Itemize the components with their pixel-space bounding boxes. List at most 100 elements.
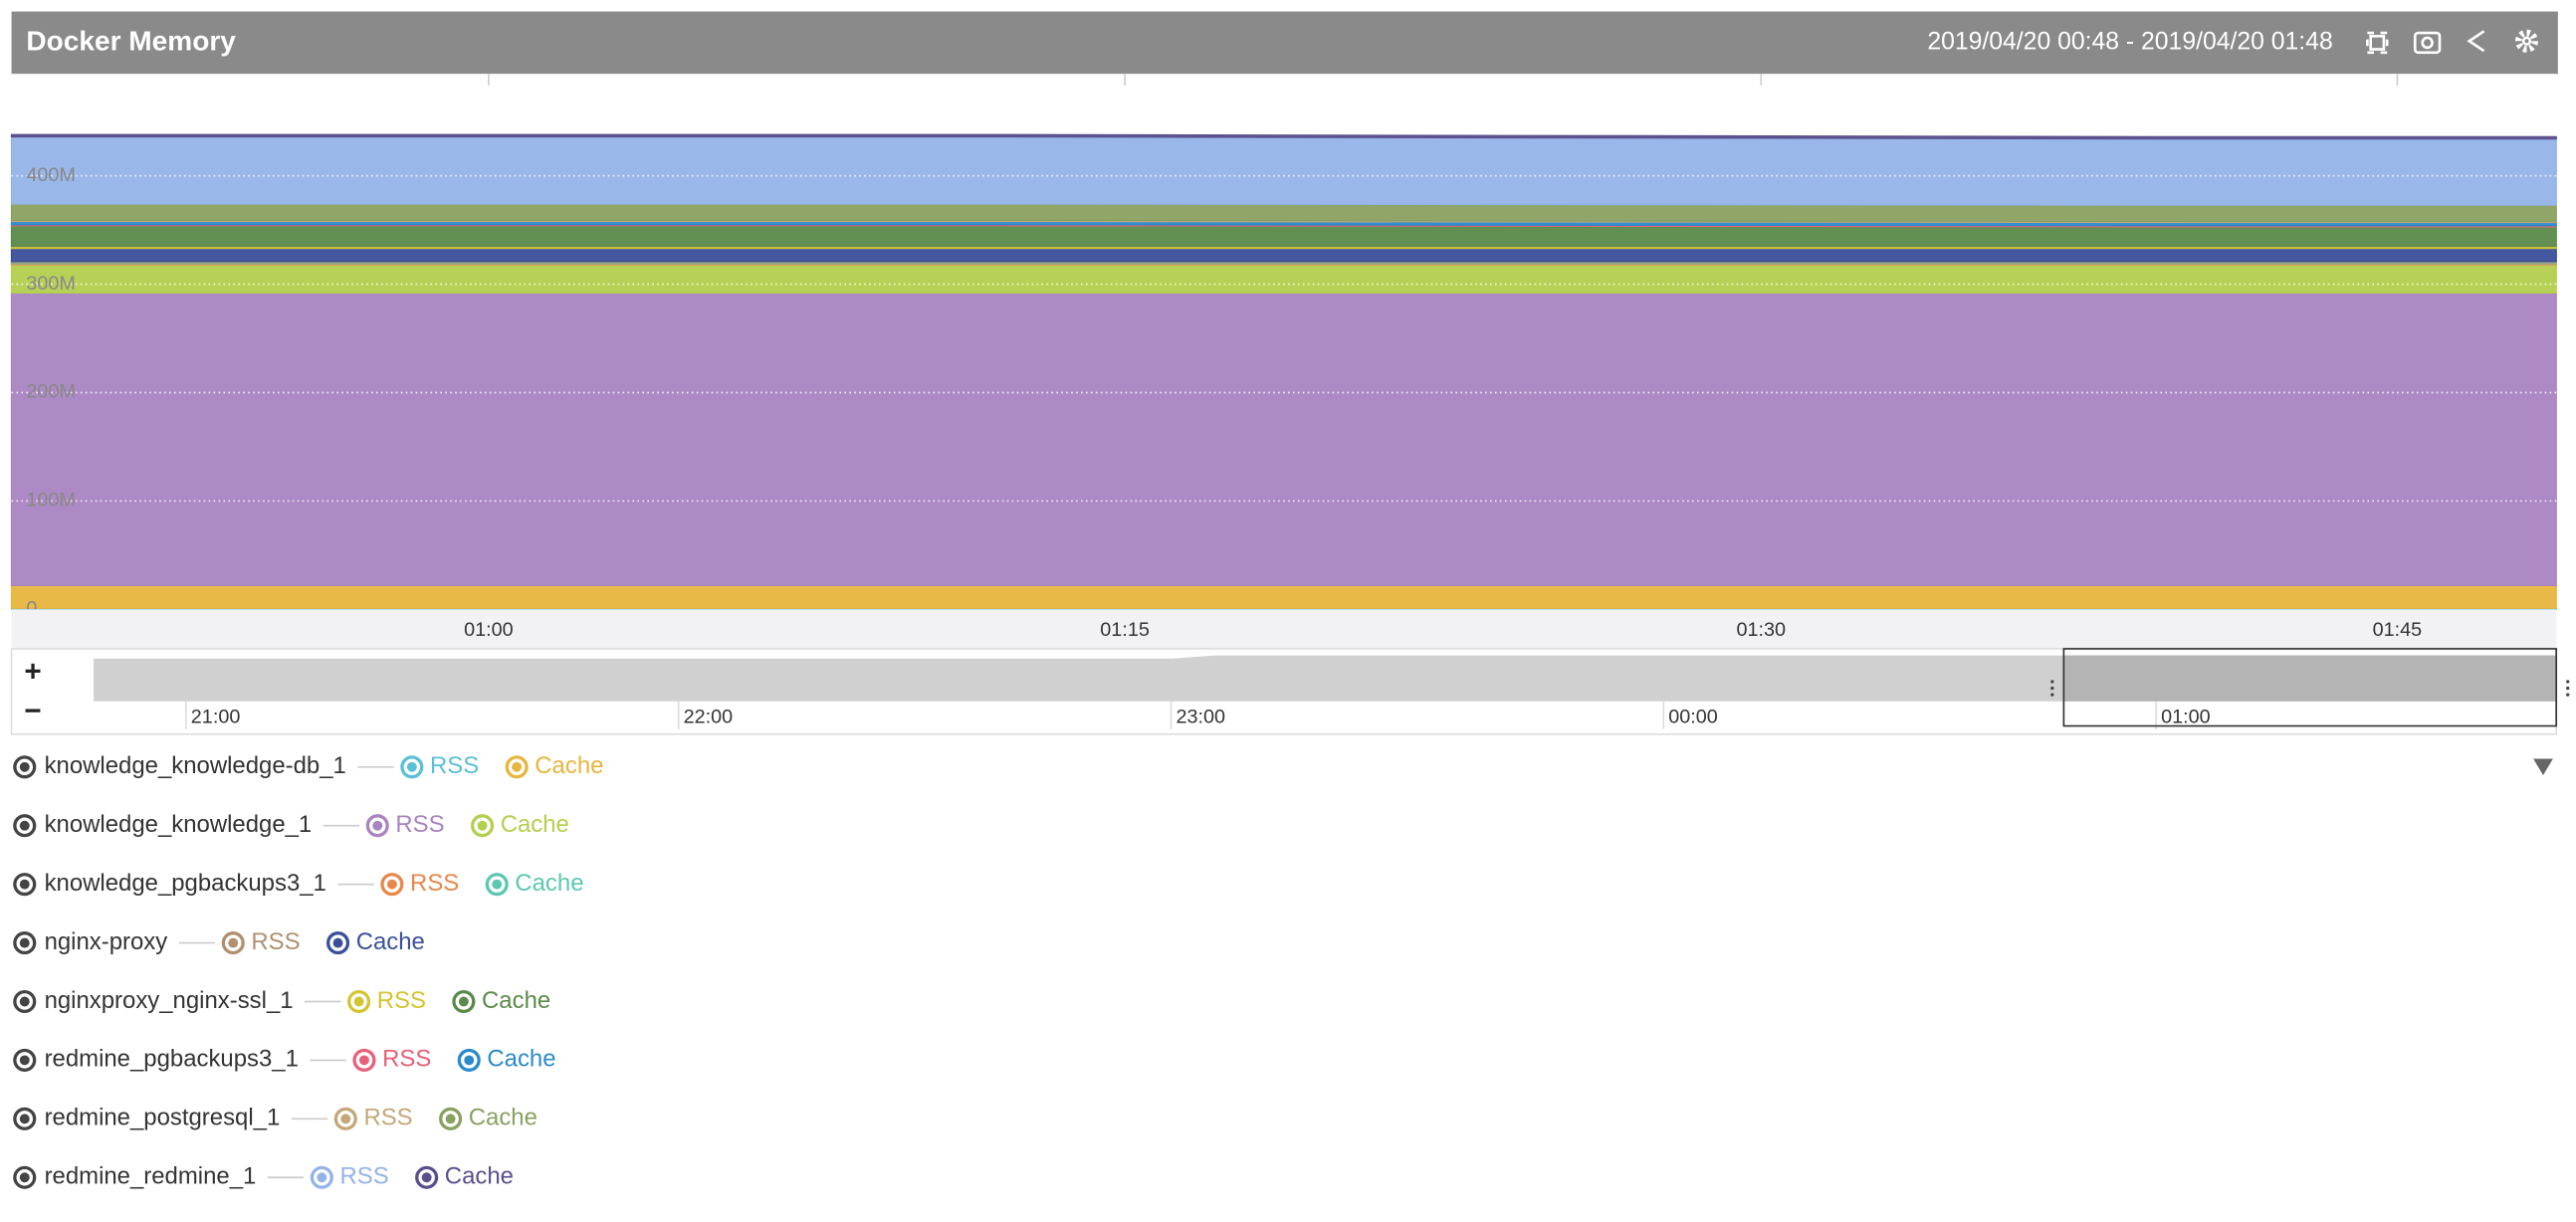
areas bbox=[10, 133, 2557, 611]
legend-group: nginxproxy_nginx-ssl_1 RSS Cache bbox=[13, 987, 550, 1014]
legend-group-name[interactable]: nginx-proxy bbox=[45, 928, 168, 955]
settings-icon[interactable] bbox=[2514, 29, 2539, 53]
legend-item-ring[interactable] bbox=[485, 873, 509, 897]
legend-group-dot bbox=[19, 1055, 30, 1066]
legend-group-name[interactable]: redmine_redmine_1 bbox=[45, 1163, 257, 1190]
legend-group-toggle[interactable] bbox=[13, 989, 37, 1014]
legend-item-label[interactable]: Cache bbox=[487, 1046, 555, 1073]
legend-item-ring[interactable] bbox=[221, 931, 245, 955]
x-axis: 01:00 01:15 01:30 01:45 bbox=[464, 74, 2422, 641]
grid: 0 100M 200M 300M 400M bbox=[11, 164, 2557, 620]
navigator-axis: 21:00 22:00 23:00 00:00 01:00 bbox=[185, 648, 2570, 729]
legend-item-ring[interactable] bbox=[310, 1165, 333, 1189]
navigator-handle-dot[interactable] bbox=[2566, 693, 2570, 697]
navigator-tick-label: 00:00 bbox=[1668, 707, 1718, 728]
legend-group: redmine_pgbackups3_1 RSS Cache bbox=[13, 1046, 556, 1073]
legend-item-label[interactable]: RSS bbox=[377, 987, 426, 1014]
legend-item-label[interactable]: RSS bbox=[251, 928, 300, 955]
legend-item-label[interactable]: RSS bbox=[363, 1105, 412, 1131]
legend-item-label[interactable]: Cache bbox=[535, 752, 603, 779]
legend-item-label[interactable]: Cache bbox=[515, 870, 583, 897]
legend-group-toggle[interactable] bbox=[13, 755, 37, 779]
legend-item-ring[interactable] bbox=[400, 755, 424, 779]
legend-item-dot bbox=[386, 879, 397, 890]
legend-group-name[interactable]: nginxproxy_nginx-ssl_1 bbox=[45, 987, 294, 1014]
legend-item-ring[interactable] bbox=[347, 989, 371, 1014]
legend-group-dot bbox=[19, 820, 30, 831]
navigator-handle-dot[interactable] bbox=[2566, 680, 2570, 684]
legend-item-dot bbox=[332, 937, 343, 948]
legend-item-label[interactable]: RSS bbox=[430, 752, 479, 779]
area bbox=[10, 292, 2557, 587]
header-icons bbox=[2366, 29, 2539, 55]
navigator-handle-dot[interactable] bbox=[2050, 693, 2054, 697]
legend-group-name[interactable]: redmine_pgbackups3_1 bbox=[45, 1046, 299, 1073]
legend-toggle[interactable] bbox=[2533, 758, 2553, 776]
navigator-handle-dot[interactable] bbox=[2050, 680, 2054, 684]
legend-item-ring[interactable] bbox=[439, 1107, 463, 1130]
legend-item-label[interactable]: RSS bbox=[382, 1046, 431, 1073]
x-tick-label: 01:00 bbox=[464, 619, 514, 641]
legend-group-toggle[interactable] bbox=[13, 1165, 37, 1189]
legend-group-dot bbox=[19, 761, 30, 772]
legend-item-label[interactable]: Cache bbox=[445, 1163, 514, 1190]
legend-group-name[interactable]: redmine_postgresql_1 bbox=[45, 1105, 281, 1131]
time-range[interactable]: 2019/04/20 00:48 - 2019/04/20 01:48 bbox=[1927, 28, 2332, 55]
legend-group-toggle[interactable] bbox=[13, 931, 37, 955]
legend-group: knowledge_knowledge-db_1 RSS Cache bbox=[13, 752, 603, 779]
snapshot-icon[interactable] bbox=[2413, 31, 2442, 55]
legend-group-dot bbox=[19, 879, 30, 890]
legend-item-dot bbox=[512, 761, 523, 772]
settings-hole bbox=[2521, 36, 2532, 46]
legend-group-name[interactable]: knowledge_pgbackups3_1 bbox=[45, 870, 326, 897]
legend-item-label[interactable]: Cache bbox=[482, 987, 550, 1014]
legend-item-ring[interactable] bbox=[365, 814, 389, 838]
legend-item-ring[interactable] bbox=[471, 814, 495, 838]
navigator-tick-label: 22:00 bbox=[684, 707, 734, 728]
navigator-overview bbox=[94, 655, 2557, 702]
legend-item-label[interactable]: RSS bbox=[340, 1163, 389, 1190]
navigator-handle-dot[interactable] bbox=[2566, 686, 2570, 691]
y-tick-label: 100M bbox=[26, 490, 76, 511]
legend-group-name[interactable]: knowledge_knowledge_1 bbox=[45, 811, 313, 838]
legend-group-toggle[interactable] bbox=[13, 1107, 37, 1130]
x-tick-label: 01:15 bbox=[1100, 619, 1150, 641]
legend-group-toggle[interactable] bbox=[13, 814, 37, 838]
legend-item-dot bbox=[458, 996, 469, 1007]
panel-title: Docker Memory bbox=[26, 25, 236, 56]
share-icon[interactable] bbox=[2467, 30, 2485, 53]
y-tick-label: 200M bbox=[26, 381, 76, 403]
legend-group-toggle[interactable] bbox=[13, 1048, 37, 1072]
legend-item-ring[interactable] bbox=[457, 1048, 481, 1072]
legend: knowledge_knowledge-db_1 RSS Cacheknowledg… bbox=[13, 752, 603, 1190]
navigator-selection-fill bbox=[2063, 655, 2557, 702]
legend-item-dot bbox=[372, 820, 383, 831]
legend-group: knowledge_pgbackups3_1 RSS Cache bbox=[13, 870, 584, 897]
legend-item-label[interactable]: RSS bbox=[410, 870, 459, 897]
legend-item-ring[interactable] bbox=[352, 1048, 376, 1072]
zoom-in[interactable]: + bbox=[24, 656, 41, 689]
legend-item-ring[interactable] bbox=[380, 873, 404, 897]
legend-group-toggle[interactable] bbox=[13, 873, 37, 897]
legend-item-ring[interactable] bbox=[415, 1165, 439, 1189]
y-tick-label: 0 bbox=[26, 598, 37, 620]
legend-group-name[interactable]: knowledge_knowledge-db_1 bbox=[45, 752, 346, 779]
legend-group: redmine_postgresql_1 RSS Cache bbox=[13, 1105, 537, 1131]
legend-item-label[interactable]: Cache bbox=[469, 1105, 537, 1131]
x-tick-label: 01:30 bbox=[1736, 619, 1786, 641]
area bbox=[10, 225, 2557, 248]
navigator-selection[interactable] bbox=[2062, 648, 2558, 727]
legend-item-label[interactable]: Cache bbox=[356, 928, 425, 955]
zoom-out[interactable]: − bbox=[24, 695, 41, 727]
legend-item-ring[interactable] bbox=[333, 1107, 357, 1130]
fullscreen-icon[interactable] bbox=[2366, 31, 2389, 55]
legend-item-dot bbox=[492, 879, 503, 890]
legend-item-ring[interactable] bbox=[505, 755, 529, 779]
legend-item-ring[interactable] bbox=[325, 931, 350, 955]
legend-item-label[interactable]: Cache bbox=[501, 811, 569, 838]
legend-item-dot bbox=[477, 820, 488, 831]
legend-item-ring[interactable] bbox=[452, 989, 476, 1014]
navigator-handle-dot[interactable] bbox=[2050, 686, 2054, 691]
legend-item-label[interactable]: RSS bbox=[395, 811, 444, 838]
